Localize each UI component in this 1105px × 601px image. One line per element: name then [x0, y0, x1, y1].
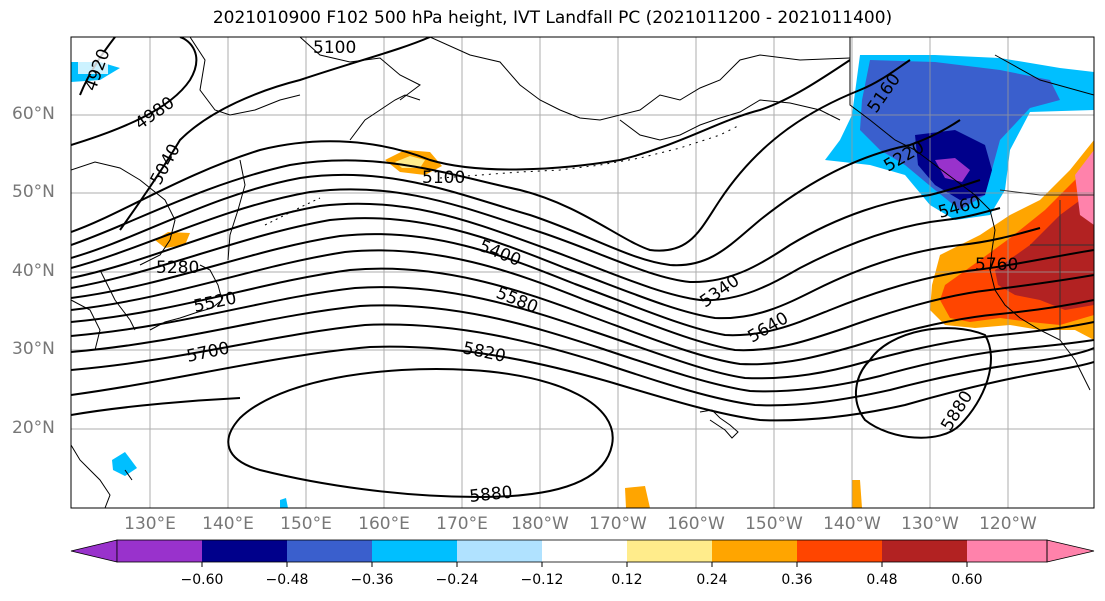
colorbar-segment — [542, 540, 627, 562]
colorbar-extend-high — [1046, 539, 1095, 563]
lon-label: 170°W — [589, 514, 647, 534]
lon-label: 140°W — [823, 514, 881, 534]
colorbar-segment — [712, 540, 797, 562]
map-frame — [70, 36, 1095, 509]
height-contours — [71, 37, 1094, 499]
lon-label: 160°E — [358, 514, 410, 534]
colorbar-tick-label: 0.36 — [781, 572, 813, 588]
lat-label-30n: 30°N — [12, 339, 55, 359]
colorbar-segment — [882, 540, 967, 562]
lat-label-40n: 40°N — [12, 261, 55, 281]
contour-label: 5100 — [422, 168, 465, 188]
colorbar-tick-label: −0.12 — [520, 572, 564, 588]
colorbar — [70, 539, 1095, 567]
lon-label: 140°E — [202, 514, 254, 534]
colorbar-tick-label: −0.36 — [350, 572, 394, 588]
contour-label: 5880 — [468, 483, 513, 507]
colorbar-segment — [457, 540, 542, 562]
colorbar-segment — [797, 540, 882, 562]
colorbar-segment — [967, 540, 1047, 562]
lon-label: 150°W — [745, 514, 803, 534]
colorbar-tick-label: 0.24 — [696, 572, 728, 588]
colorbar-tick-label: 0.60 — [951, 572, 983, 588]
contour-label: 5760 — [975, 255, 1018, 275]
lon-label: 180°W — [511, 514, 569, 534]
contour-label: 5280 — [156, 258, 199, 278]
lon-label: 130°W — [901, 514, 959, 534]
lon-label: 150°E — [280, 514, 332, 534]
colorbar-tick-label: −0.24 — [435, 572, 479, 588]
colorbar-extend-low — [70, 539, 118, 563]
lat-label-60n: 60°N — [12, 104, 55, 124]
lat-label-50n: 50°N — [12, 182, 55, 202]
lat-label-20n: 20°N — [12, 418, 55, 438]
lon-label: 170°E — [436, 514, 488, 534]
colorbar-tick-label: 0.48 — [866, 572, 898, 588]
colorbar-segment — [202, 540, 287, 562]
lon-label: 120°W — [979, 514, 1037, 534]
colorbar-tick-label: −0.60 — [180, 572, 224, 588]
lon-label: 160°W — [667, 514, 725, 534]
lon-label: 130°E — [124, 514, 176, 534]
colorbar-segment — [117, 540, 202, 562]
colorbar-segment — [627, 540, 712, 562]
colorbar-tick-label: −0.48 — [265, 572, 309, 588]
map-title: 2021010900 F102 500 hPa height, IVT Land… — [212, 8, 893, 28]
colorbar-segment — [287, 540, 372, 562]
colorbar-tick-label: 0.12 — [611, 572, 643, 588]
colorbar-segment — [372, 540, 457, 562]
contour-label: 5100 — [313, 38, 356, 58]
